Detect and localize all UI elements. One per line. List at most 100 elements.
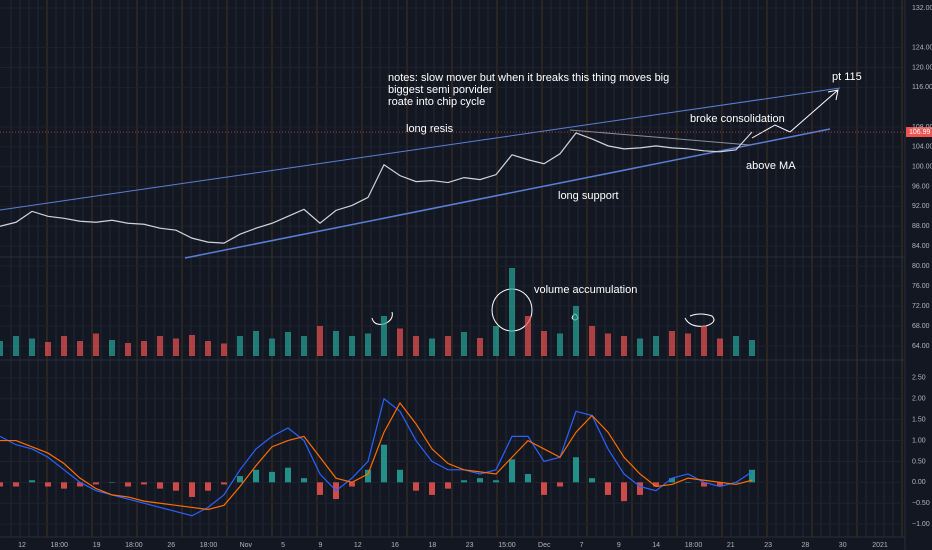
volume-bar	[589, 326, 595, 356]
background-stripe	[802, 0, 804, 537]
histogram-bar	[429, 482, 435, 495]
volume-bar	[13, 336, 19, 356]
background-stripe	[109, 0, 111, 537]
volume-bar	[269, 338, 275, 356]
histogram-bar	[381, 444, 387, 483]
x-tick-label: 12	[354, 542, 362, 549]
volume-bar	[173, 338, 179, 356]
histogram-bar	[573, 457, 579, 483]
last-price-box	[906, 127, 932, 138]
volume-bar	[445, 336, 451, 356]
background-stripe	[829, 0, 831, 537]
volume-bar	[429, 338, 435, 356]
background-stripe	[73, 0, 75, 537]
volume-bar	[141, 341, 147, 356]
y-tick-label: 120.00	[912, 64, 932, 71]
histogram-bar	[589, 478, 595, 483]
x-tick-label: 19	[93, 542, 101, 549]
background-stripe	[199, 0, 201, 537]
background-stripe	[622, 0, 624, 537]
background-stripe	[811, 0, 813, 537]
background-stripe	[460, 0, 462, 537]
background-stripe	[19, 0, 21, 537]
histogram-bar	[717, 482, 723, 487]
volume-bar	[557, 333, 563, 356]
volume-bar	[349, 336, 355, 356]
background-stripe	[523, 0, 525, 537]
histogram-bar	[141, 482, 147, 485]
background-stripe	[478, 0, 480, 537]
volume-bar	[93, 333, 99, 356]
x-tick-label: 12	[18, 542, 26, 549]
y-tick-label: 2.50	[912, 375, 926, 382]
x-tick-label: 9	[318, 542, 322, 549]
y-tick-label: −0.50	[912, 500, 930, 507]
volume-bar	[221, 343, 227, 356]
volume-bar	[397, 328, 403, 356]
y-tick-label: 96.00	[912, 183, 930, 190]
background-stripe	[442, 0, 444, 537]
annotation: broke consolidation	[690, 113, 785, 125]
volume-bar	[77, 341, 83, 356]
histogram-bar	[749, 469, 755, 483]
histogram-bar	[509, 459, 515, 483]
x-tick-label: 26	[167, 542, 175, 549]
volume-bar	[189, 335, 195, 356]
background-stripe	[217, 0, 219, 537]
background-stripe	[505, 0, 507, 537]
background-stripe	[298, 0, 300, 537]
background-stripe	[865, 0, 867, 537]
y-tick-label: 0.00	[912, 479, 926, 486]
volume-bar	[717, 338, 723, 356]
background-stripe	[613, 0, 615, 537]
histogram-bar	[173, 482, 179, 491]
volume-bar	[461, 332, 467, 356]
histogram-bar	[365, 469, 371, 483]
background-stripe	[82, 0, 84, 537]
x-tick-label: 18	[428, 542, 436, 549]
x-tick-label: 2021	[872, 542, 888, 549]
histogram-bar	[0, 482, 3, 487]
volume-bar	[237, 336, 243, 356]
background-stripe	[694, 0, 696, 537]
background-stripe	[262, 0, 264, 537]
y-tick-label: 92.00	[912, 203, 930, 210]
background-stripe	[685, 0, 687, 537]
histogram-bar	[221, 482, 227, 485]
background-stripe	[676, 0, 678, 537]
histogram-bar	[205, 482, 211, 491]
background-stripe	[721, 0, 723, 537]
consolidation-line	[569, 129, 751, 146]
histogram-bar	[157, 482, 163, 489]
background-stripe	[640, 0, 642, 537]
background-stripe	[55, 0, 57, 537]
background-stripe	[820, 0, 822, 537]
volume-bar	[669, 331, 675, 356]
background-stripe	[91, 0, 93, 537]
support-line	[184, 128, 831, 259]
volume-bar	[253, 331, 259, 356]
background-stripe	[532, 0, 534, 537]
x-tick-label: 5	[281, 542, 285, 549]
background-stripe	[289, 0, 291, 537]
background-stripe	[586, 0, 588, 537]
histogram-bar	[621, 482, 627, 502]
background-stripe	[658, 0, 660, 537]
histogram-bar	[109, 482, 115, 483]
background-stripe	[406, 0, 408, 537]
background-stripe	[748, 0, 750, 537]
histogram-bar	[61, 482, 67, 489]
background-stripe	[10, 0, 12, 537]
histogram-bar	[605, 482, 611, 495]
background-stripe	[235, 0, 237, 537]
background-stripe	[559, 0, 561, 537]
histogram-bar	[477, 478, 483, 483]
background-stripe	[856, 0, 858, 537]
y-tick-label: 72.00	[912, 303, 930, 310]
histogram-bar	[349, 482, 355, 487]
volume-bar	[125, 343, 131, 356]
histogram-bar	[461, 480, 467, 483]
x-tick-label: 7	[580, 542, 584, 549]
background-stripe	[451, 0, 453, 537]
